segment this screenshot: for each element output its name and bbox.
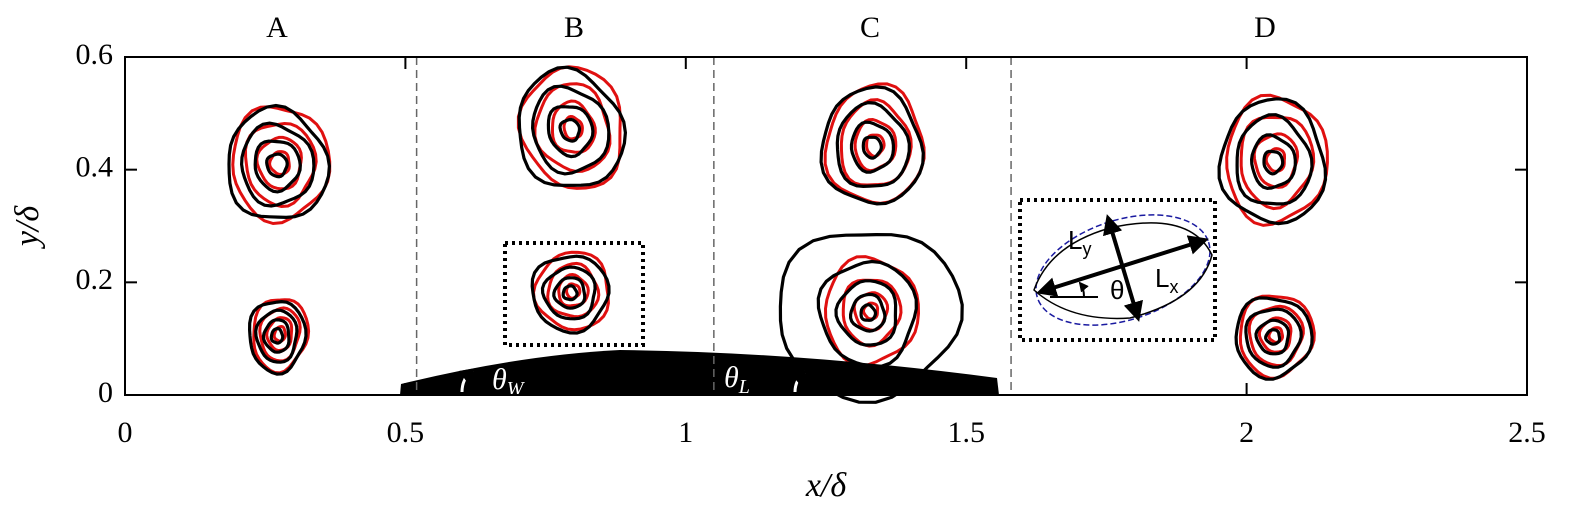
angle-arrow xyxy=(458,368,476,393)
contour-red xyxy=(1252,132,1300,189)
contour-black xyxy=(561,284,579,302)
contour-black xyxy=(849,292,887,333)
x-tick-label: 0.5 xyxy=(387,416,425,449)
highlight-box xyxy=(503,241,645,347)
plot-frame xyxy=(124,56,1528,396)
contour-black xyxy=(859,303,878,322)
contour-black xyxy=(552,276,587,310)
angle-arrow xyxy=(1078,281,1089,298)
contour-black xyxy=(1244,307,1303,369)
contour-black xyxy=(239,121,316,208)
contour-black xyxy=(819,85,925,206)
y-tick-label: 0.2 xyxy=(76,263,114,296)
contour-black xyxy=(265,152,289,179)
inset-label: Lx xyxy=(1155,263,1178,297)
contour-red xyxy=(255,135,303,191)
contour-red xyxy=(551,99,597,154)
inset-angle: θ xyxy=(1110,275,1124,305)
contour-red xyxy=(562,114,584,141)
x-tick-label: 2.5 xyxy=(1508,416,1546,449)
contour-black xyxy=(540,265,597,321)
contour-black xyxy=(546,105,595,159)
contour-black xyxy=(1234,296,1314,381)
contour-black xyxy=(247,299,308,376)
contour-black xyxy=(861,135,883,160)
panel-label: C xyxy=(860,11,880,44)
contour-black xyxy=(1217,97,1328,226)
x-tick-label: 0 xyxy=(118,416,133,449)
minor-axis xyxy=(1103,214,1143,322)
inset-label: Ly xyxy=(1068,225,1091,259)
contour-black xyxy=(1254,318,1291,356)
contour-black xyxy=(1264,328,1282,346)
contour-red xyxy=(231,105,332,226)
panel-label: B xyxy=(564,11,584,44)
y-tick-label: 0 xyxy=(98,376,113,409)
x-tick-label: 2 xyxy=(1239,416,1254,449)
y-tick-label: 0.4 xyxy=(76,151,114,184)
x-tick-label: 1 xyxy=(678,416,693,449)
contour-red xyxy=(1239,116,1316,211)
contour-black xyxy=(530,84,611,176)
contours xyxy=(227,65,1329,404)
contour-black xyxy=(530,254,611,335)
panel-label: D xyxy=(1254,11,1276,44)
y-tick-label: 0.6 xyxy=(76,38,114,71)
contour-black xyxy=(253,139,302,194)
contour-black xyxy=(1249,133,1297,191)
angle-label: θL xyxy=(724,361,750,398)
x-tick-label: 1.5 xyxy=(947,416,985,449)
contour-black xyxy=(835,100,911,189)
contour-black xyxy=(517,65,628,188)
x-axis-label: x/δ xyxy=(805,467,848,504)
contour-red xyxy=(841,278,903,348)
panel-label: A xyxy=(266,11,288,44)
contour-black xyxy=(849,120,895,174)
contour-black xyxy=(261,318,291,354)
contour-red xyxy=(243,121,318,209)
contour-black xyxy=(269,326,285,345)
contour-black xyxy=(254,308,299,364)
contour-black xyxy=(558,117,582,143)
contour-black xyxy=(834,279,898,347)
contour-black xyxy=(816,259,918,369)
y-axis-label: y/δ xyxy=(9,205,46,250)
angle-arrow xyxy=(790,370,808,393)
wall-bump xyxy=(400,350,999,395)
contour-black xyxy=(1235,113,1314,206)
contour-black xyxy=(227,103,332,220)
contour-black xyxy=(1262,149,1285,176)
